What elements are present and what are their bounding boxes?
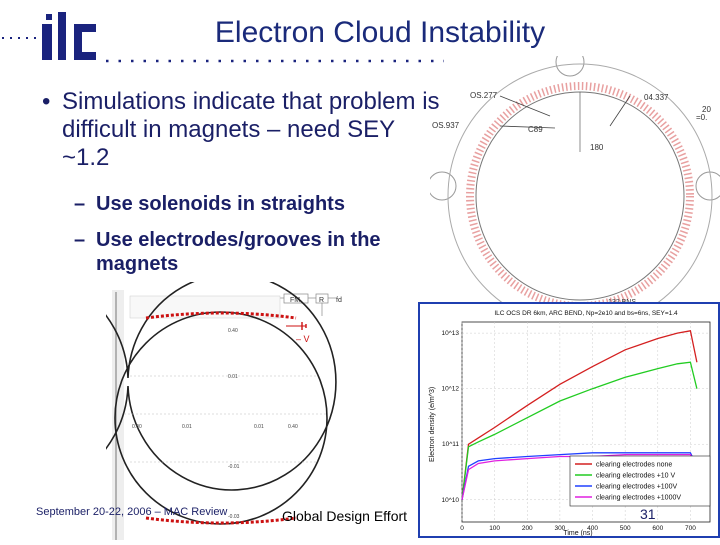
slide-title: Electron Cloud Instability bbox=[214, 16, 546, 49]
dim-label: 20 bbox=[702, 105, 711, 114]
x-tick-label: 600 bbox=[652, 525, 663, 532]
bullet-main: • Simulations indicate that problem is d… bbox=[42, 88, 442, 172]
dim-label: C89 bbox=[528, 125, 543, 134]
electrode-top bbox=[145, 311, 297, 320]
tick-label: -0.01 bbox=[228, 464, 240, 470]
tick-label: -0.03 bbox=[228, 514, 240, 520]
electrode-simulation-left: FM R fd – V 0.40 0.01 0.00 -0.01 0.01 0.… bbox=[0, 273, 356, 540]
tick-label: 0.01 bbox=[254, 424, 264, 430]
tick-label: 0.40 bbox=[288, 424, 298, 430]
footer-date: September 20-22, 2006 – MAC Review bbox=[36, 506, 228, 518]
flange-hole-top bbox=[555, 47, 585, 77]
flange-hole-left bbox=[427, 171, 457, 201]
series-line-1 bbox=[461, 330, 698, 500]
flange-hole-right bbox=[695, 171, 720, 201]
plot-title: ILC OCS DR 6km, ARC BEND, Np=2e10 and bs… bbox=[494, 310, 678, 317]
sub-bullet-1: – Use solenoids in straights bbox=[74, 193, 345, 215]
x-tick-label: 500 bbox=[620, 525, 631, 532]
page-number: 31 bbox=[640, 506, 656, 522]
legend-label: clearing electrodes none bbox=[596, 462, 672, 469]
dim-label: =0. bbox=[696, 113, 707, 122]
sub-bullet-2: – Use electrodes/grooves in the magnets bbox=[74, 229, 381, 275]
electron-density-plot: ILC OCS DR 6km, ARC BEND, Np=2e10 and bs… bbox=[418, 302, 720, 538]
electrode-bottom bbox=[145, 516, 297, 525]
toolbar-label: fd bbox=[336, 297, 342, 304]
voltage-source: – V bbox=[286, 322, 310, 344]
chamber-wall bbox=[0, 273, 337, 491]
x-tick-label: 0 bbox=[460, 525, 464, 532]
title-dots-left bbox=[0, 28, 44, 39]
x-tick-label: 400 bbox=[587, 525, 598, 532]
dim-label: 04.337 bbox=[644, 93, 669, 102]
series-line-3 bbox=[461, 452, 698, 500]
y-tick-label: 10^10 bbox=[441, 497, 459, 504]
sub-bullet-1-text: Use solenoids in straights bbox=[96, 193, 345, 215]
bullet-main-text: Simulations indicate that problem is dif… bbox=[62, 88, 440, 171]
x-tick-label: 100 bbox=[489, 525, 500, 532]
series-line-2 bbox=[461, 361, 698, 500]
tick-label: 0.01 bbox=[228, 374, 238, 380]
y-axis-label: Electron density (e/m^3) bbox=[429, 387, 436, 462]
chamber-drawing-right: OS.277 OS.937 C89 180 04.337 =0. 20 132 … bbox=[427, 47, 720, 329]
title-dots-underline bbox=[104, 52, 444, 63]
tick-label: 0.40 bbox=[228, 328, 238, 334]
ilc-logo bbox=[40, 8, 100, 64]
sub-bullet-2-text: Use electrodes/grooves in the magnets bbox=[96, 229, 381, 275]
legend-label: clearing electrodes +10 V bbox=[596, 473, 676, 480]
footer-org: Global Design Effort bbox=[282, 508, 408, 524]
dim-label: OS.937 bbox=[432, 121, 460, 130]
legend-box bbox=[569, 455, 711, 507]
toolbar-label: FM bbox=[290, 297, 300, 304]
tick-label: 0.00 bbox=[132, 424, 142, 430]
x-axis-label: Time (ns) bbox=[563, 530, 592, 537]
y-tick-label: 10^12 bbox=[441, 386, 459, 393]
legend-label: clearing electrodes +100V bbox=[596, 484, 677, 491]
tick-label: 0.01 bbox=[182, 424, 192, 430]
x-tick-label: 300 bbox=[554, 525, 565, 532]
bullet-dot: • bbox=[42, 88, 51, 115]
voltage-label: – V bbox=[296, 334, 310, 344]
y-tick-label: 10^11 bbox=[442, 441, 459, 448]
dim-label: OS.277 bbox=[470, 91, 498, 100]
x-tick-label: 700 bbox=[685, 525, 696, 532]
legend-label: clearing electrodes +1000V bbox=[596, 495, 681, 502]
toolbar-label: R bbox=[319, 297, 324, 304]
y-tick-label: 10^13 bbox=[441, 330, 459, 337]
x-tick-label: 200 bbox=[522, 525, 533, 532]
dim-label: 180 bbox=[590, 143, 604, 152]
